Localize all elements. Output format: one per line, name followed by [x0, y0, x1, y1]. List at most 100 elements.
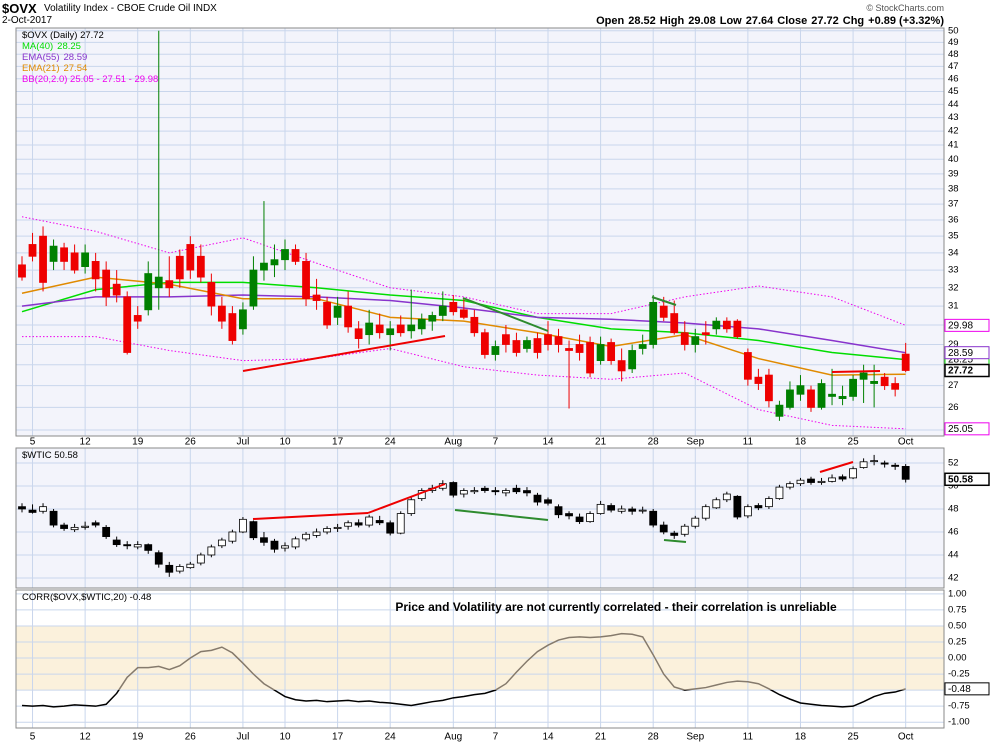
- candle-body: [701, 332, 710, 336]
- candle-body: [270, 259, 279, 266]
- candle-body: [49, 245, 58, 262]
- candle-body: [786, 389, 794, 408]
- candle-body: [459, 309, 468, 318]
- candle-body: [344, 522, 353, 527]
- candle-body: [533, 338, 542, 353]
- quote-label: Low: [719, 15, 742, 27]
- candle-body: [659, 524, 668, 533]
- value-badge-label: 28.25: [948, 355, 973, 366]
- candle-body: [828, 393, 836, 397]
- candle-body: [859, 372, 868, 380]
- candle-body: [281, 545, 289, 549]
- candle-body: [891, 383, 900, 390]
- y-tick-label: 41: [948, 140, 959, 151]
- panel-border: [15, 27, 945, 437]
- candle-body: [470, 490, 479, 493]
- quote-label: Chg: [842, 15, 865, 27]
- y-tick-label: 48: [948, 503, 959, 514]
- grid-layer: [16, 28, 944, 728]
- candle-body: [165, 280, 174, 289]
- candle-body: [123, 544, 132, 547]
- value-badge-label: 29.98: [948, 320, 973, 331]
- y-tick-label: 46: [948, 526, 959, 537]
- candle-body: [880, 376, 889, 387]
- candle-body: [849, 378, 857, 397]
- candle-body: [333, 305, 342, 318]
- candle-body: [407, 324, 416, 332]
- candle-body: [449, 301, 458, 313]
- trend-line: [242, 335, 446, 372]
- x-tick-label: Oct: [898, 732, 914, 743]
- candle-body: [523, 340, 531, 349]
- y-tick-label: 45: [948, 86, 959, 97]
- candle-body: [133, 315, 142, 322]
- x-tick-label: 14: [542, 437, 554, 448]
- candle-body: [596, 344, 605, 362]
- candle-body: [112, 539, 121, 546]
- value-badge-label: 25.05: [948, 424, 973, 435]
- label-layer: 2526272829303132333435363738394041424344…: [22, 25, 970, 742]
- candle-body: [659, 305, 668, 318]
- x-tick-label: 7: [493, 732, 499, 743]
- candle-body: [81, 525, 90, 528]
- candle-body: [754, 376, 763, 384]
- candle-body: [828, 477, 836, 482]
- candle-body: [112, 283, 121, 296]
- candle-body: [228, 531, 237, 542]
- candle-body: [880, 462, 889, 465]
- candle-body: [670, 532, 679, 536]
- candle-body: [323, 301, 331, 326]
- candle-body: [428, 315, 437, 322]
- bollinger-upper: [21, 216, 906, 326]
- quote-value: 27.72: [811, 15, 839, 27]
- candle-body: [901, 466, 910, 480]
- x-tick-label: Jul: [237, 732, 250, 743]
- value-badge: [944, 363, 990, 378]
- x-tick-label: 21: [595, 437, 607, 448]
- x-tick-label: 10: [279, 732, 291, 743]
- candle-body: [586, 342, 594, 374]
- candle-body: [260, 537, 268, 543]
- legend-entry: BB(20,2.0) 25.05 - 27.51 - 29.98: [22, 74, 158, 85]
- x-tick-label: 28: [648, 437, 660, 448]
- candle-body: [807, 389, 815, 408]
- candle-body: [49, 510, 58, 526]
- legend-text: EMA(21): [22, 63, 59, 74]
- legend-text: BB(20,2.0) 25.05 - 27.51 - 29.98: [22, 74, 158, 85]
- correlation-line: [21, 632, 906, 708]
- candle-body: [554, 506, 563, 516]
- candle-body: [491, 346, 500, 355]
- candle-body: [617, 508, 626, 512]
- candle-body: [291, 249, 300, 262]
- trend-line: [663, 539, 687, 543]
- candle-body: [544, 499, 552, 504]
- candle-body: [849, 468, 857, 479]
- x-tick-label: 24: [385, 732, 397, 743]
- x-tick-label: 24: [385, 437, 397, 448]
- candle-body: [344, 305, 353, 328]
- trend-line: [252, 512, 369, 520]
- candle-body: [165, 564, 174, 573]
- value-badge-label: -0.48: [948, 684, 971, 695]
- candle-body: [70, 526, 79, 531]
- candle-body: [239, 309, 247, 330]
- candle-body: [28, 244, 37, 257]
- candle-body: [733, 495, 742, 518]
- candle-body: [870, 460, 879, 463]
- x-tick-label: 21: [595, 732, 607, 743]
- legend-text: $OVX (Daily) 27.72: [22, 30, 104, 41]
- legend-text: $WTIC 50.58: [22, 450, 78, 461]
- panel-background: [16, 28, 944, 436]
- annotation: Price and Volatility are not currently c…: [395, 600, 837, 614]
- candle-body: [365, 322, 374, 336]
- candle-body: [417, 318, 426, 330]
- legend-text: EMA(55): [22, 52, 59, 63]
- candle-body: [39, 235, 47, 283]
- panel-background: [16, 448, 944, 588]
- value-badge: [944, 472, 990, 487]
- candle-body: [470, 316, 479, 334]
- candle-body: [70, 252, 79, 271]
- candle-body: [333, 526, 342, 529]
